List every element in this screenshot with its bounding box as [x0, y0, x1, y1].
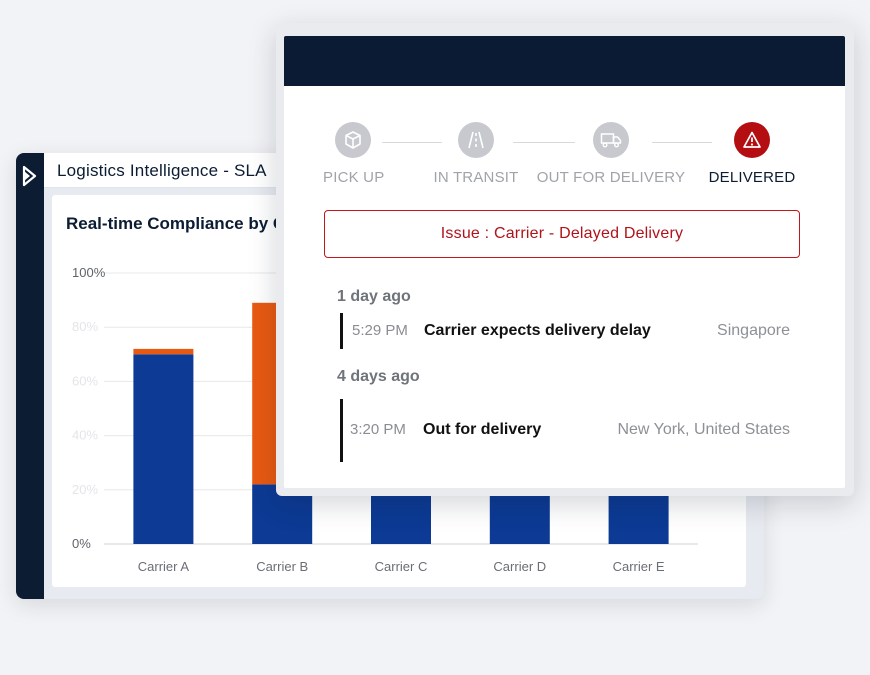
event-time: 5:29 PM: [352, 322, 408, 339]
x-tick-label: Carrier D: [493, 559, 546, 574]
tracker-header-bar: [284, 36, 845, 86]
x-tick-label: Carrier C: [375, 559, 428, 574]
event-location: Singapore: [717, 322, 790, 339]
timeline-group-label: 4 days ago: [337, 368, 420, 385]
y-tick-label: 0%: [72, 536, 91, 551]
bar-delayed: [133, 348, 194, 355]
truck-icon: [600, 133, 622, 148]
dashboard-title: Logistics Intelligence - SLA: [57, 161, 267, 180]
event-location: New York, United States: [617, 421, 790, 438]
step-label: PICK UP: [323, 169, 385, 186]
step-label: IN TRANSIT: [433, 169, 519, 186]
x-tick-label: Carrier A: [138, 559, 190, 574]
package-icon: [345, 131, 361, 149]
x-tick-label: Carrier B: [256, 559, 308, 574]
step-in-transit: IN TRANSIT: [426, 122, 526, 186]
step-connector: [513, 142, 575, 143]
y-tick-label: 100%: [72, 265, 106, 280]
step-label: DELIVERED: [708, 169, 796, 186]
step-connector: [652, 142, 712, 143]
warning-icon: [743, 131, 761, 148]
bar-on-time: [371, 495, 431, 544]
timeline-group-label: 1 day ago: [337, 288, 411, 305]
step-circle: [734, 122, 770, 158]
chart-title: Real-time Compliance by Carrier: [66, 214, 329, 233]
event-description: Out for delivery: [423, 421, 542, 438]
y-tick-label: 80%: [72, 319, 98, 334]
y-tick-label: 20%: [72, 482, 98, 497]
x-tick-label: Carrier E: [613, 559, 665, 574]
y-tick-label: 60%: [72, 373, 98, 388]
step-circle: [458, 122, 494, 158]
step-circle: [593, 122, 629, 158]
sidebar-rail: [16, 153, 44, 599]
step-out-for-delivery: OUT FOR DELIVERY: [536, 122, 686, 186]
bar-on-time: [489, 495, 550, 544]
step-pick-up: PICK UP: [323, 122, 385, 186]
event-time: 3:20 PM: [350, 421, 406, 438]
timeline-entry[interactable]: 3:20 PM Out for delivery New York, Unite…: [340, 399, 790, 462]
bar-on-time: [133, 354, 194, 544]
step-delivered: DELIVERED: [702, 122, 802, 186]
timeline-entry[interactable]: 5:29 PM Carrier expects delivery delay S…: [340, 313, 790, 349]
step-label: OUT FOR DELIVERY: [536, 169, 686, 186]
issue-text: Issue : Carrier - Delayed Delivery: [440, 225, 684, 242]
shipment-tracker-popup: PICK UP IN TRANSIT OUT FOR DELIVERY: [276, 23, 854, 496]
tracker-panel: PICK UP IN TRANSIT OUT FOR DELIVERY: [284, 36, 845, 488]
step-connector: [382, 142, 442, 143]
event-description: Carrier expects delivery delay: [424, 322, 651, 339]
issue-alert[interactable]: Issue : Carrier - Delayed Delivery: [324, 210, 800, 258]
bar-on-time: [608, 495, 669, 544]
sidebar-toggle-button[interactable]: [21, 165, 37, 187]
expand-arrow-icon: [22, 165, 37, 187]
road-icon: [468, 131, 484, 149]
step-circle: [335, 122, 371, 158]
timeline-bar: [340, 313, 343, 349]
timeline-bar: [340, 399, 343, 462]
y-tick-label: 40%: [72, 428, 98, 443]
